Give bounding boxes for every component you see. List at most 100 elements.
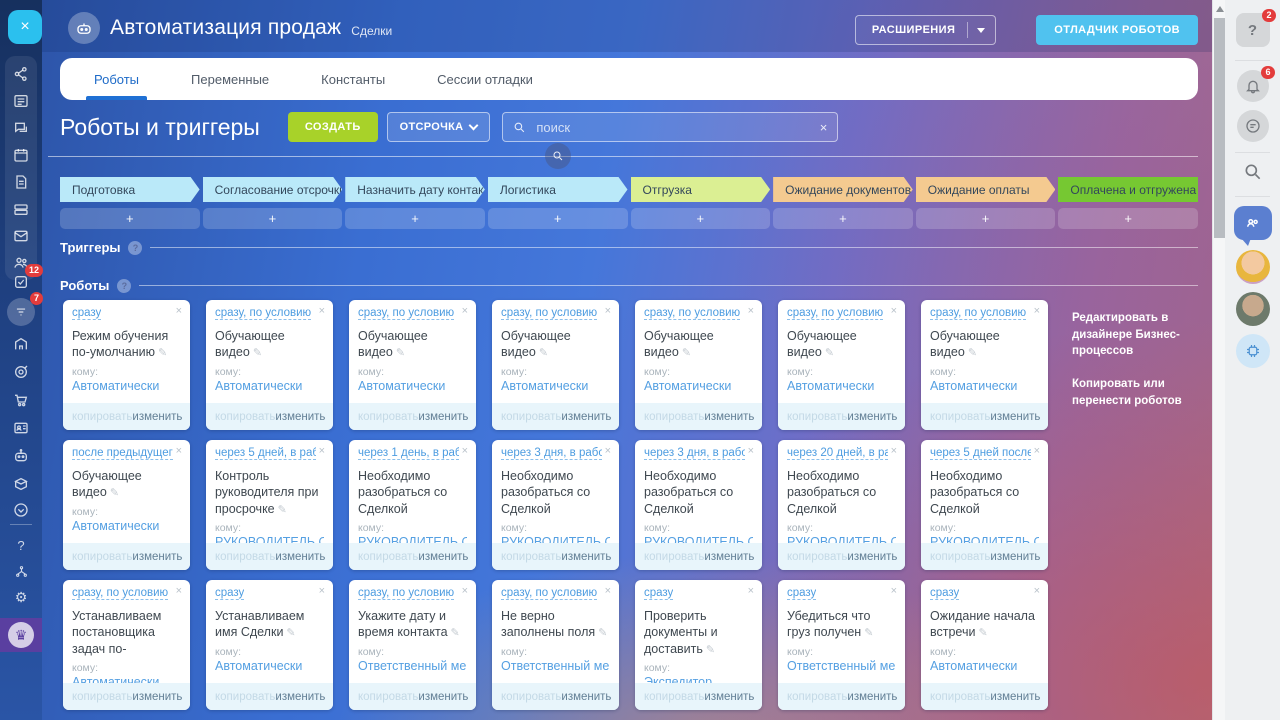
sidebar-item-network[interactable] [5, 60, 37, 87]
sidebar-item-messenger[interactable] [5, 114, 37, 141]
search-input[interactable] [534, 118, 812, 136]
edit-robot-button[interactable]: изменить [418, 410, 469, 423]
robot-recipient-link[interactable]: Автоматически [501, 378, 589, 393]
robot-recipient-link[interactable]: Автоматически [930, 378, 1018, 393]
copy-robot-button[interactable]: копировать [501, 550, 562, 563]
edit-robot-button[interactable]: изменить [132, 690, 183, 703]
stage-chip[interactable]: Логистика [488, 177, 628, 202]
sidebar-item-drive[interactable] [5, 195, 37, 222]
search-button[interactable] [1243, 162, 1263, 187]
edit-robot-button[interactable]: изменить [561, 550, 612, 563]
edit-pencil-icon[interactable]: ✎ [252, 347, 263, 360]
stage-chip[interactable]: Подготовка [60, 177, 200, 202]
caret-down-icon[interactable] [977, 27, 986, 33]
edit-pencil-icon[interactable]: ✎ [967, 347, 978, 360]
sidebar-item-mail[interactable] [5, 222, 37, 249]
copy-robot-button[interactable]: копировать [215, 550, 276, 563]
copilot-button[interactable] [1235, 334, 1270, 368]
help-circle-icon[interactable]: ? [117, 278, 132, 293]
robot-when-link[interactable]: сразу, по условию [358, 307, 455, 320]
scroll-up-arrow[interactable] [1216, 6, 1224, 12]
edit-robot-button[interactable]: изменить [418, 550, 469, 563]
edit-robot-button[interactable]: изменить [132, 410, 183, 423]
edit-robot-button[interactable]: изменить [704, 550, 755, 563]
delete-robot-icon[interactable]: × [1033, 305, 1040, 317]
robot-when-link[interactable]: сразу [930, 587, 960, 600]
robot-when-link[interactable]: через 3 дня, в рабоче... [644, 447, 745, 460]
edit-robot-button[interactable]: изменить [275, 550, 326, 563]
sidebar-item-inventory[interactable] [5, 470, 37, 497]
copy-robot-button[interactable]: копировать [72, 690, 133, 703]
edit-robot-button[interactable]: изменить [847, 550, 898, 563]
sidebar-item-plan[interactable]: ♛ [0, 618, 42, 652]
edit-pencil-icon[interactable]: ✎ [538, 347, 549, 360]
delete-robot-icon[interactable]: × [890, 445, 897, 457]
edit-robot-button[interactable]: изменить [132, 550, 183, 563]
edit-robot-button[interactable]: изменить [275, 690, 326, 703]
robot-when-link[interactable]: через 5 дней после Д... [930, 447, 1031, 460]
stage-chip[interactable]: Назначить дату контак... [345, 177, 485, 202]
help-button[interactable]: ? 2 [1235, 9, 1276, 47]
close-menu-button[interactable]: × [8, 10, 42, 44]
robot-when-link[interactable]: сразу, по условию [501, 307, 598, 320]
sidebar-item-company[interactable] [5, 330, 37, 357]
tab-constants[interactable]: Константы [321, 71, 386, 87]
copy-robot-button[interactable]: копировать [930, 550, 991, 563]
edit-robot-button[interactable]: изменить [418, 690, 469, 703]
chat-widget-button[interactable] [1233, 206, 1272, 246]
delete-robot-icon[interactable]: × [1033, 585, 1040, 597]
sidebar-item-crm[interactable]: 7 [5, 292, 43, 328]
delete-robot-icon[interactable]: × [318, 305, 325, 317]
robot-recipient-link[interactable]: Автоматически [215, 658, 303, 673]
add-robot-button[interactable]: + [1058, 208, 1198, 229]
floating-search-button[interactable] [545, 143, 571, 169]
robot-when-link[interactable]: сразу, по условию [358, 587, 455, 600]
sidebar-item-sitemap[interactable] [5, 558, 37, 585]
delete-robot-icon[interactable]: × [175, 445, 182, 457]
edit-pencil-icon[interactable]: ✎ [681, 347, 692, 360]
scrollbar-thumb[interactable] [1214, 18, 1225, 238]
delete-robot-icon[interactable]: × [461, 305, 468, 317]
robot-recipient-link[interactable]: Ответственный мен... [787, 658, 896, 673]
edit-robot-button[interactable]: изменить [990, 550, 1041, 563]
help-circle-icon[interactable]: ? [128, 240, 143, 255]
copy-robot-button[interactable]: копировать [501, 410, 562, 423]
edit-robot-button[interactable]: изменить [704, 410, 755, 423]
edit-pencil-icon[interactable]: ✎ [978, 627, 988, 640]
planner-button[interactable] [1236, 110, 1269, 142]
delete-robot-icon[interactable]: × [461, 445, 468, 457]
robot-recipient-link[interactable]: Ответственный мен... [358, 658, 467, 673]
edit-robot-button[interactable]: изменить [561, 690, 612, 703]
copy-robot-button[interactable]: копировать [215, 410, 276, 423]
create-button[interactable]: СОЗДАТЬ [287, 112, 378, 142]
edit-robot-button[interactable]: изменить [847, 410, 898, 423]
robot-when-link[interactable]: сразу [215, 587, 245, 600]
robot-when-link[interactable]: сразу [644, 587, 674, 600]
edit-robot-button[interactable]: изменить [275, 410, 326, 423]
copy-robot-button[interactable]: копировать [644, 690, 705, 703]
edit-robot-button[interactable]: изменить [990, 410, 1041, 423]
sidebar-item-settings[interactable]: ⚙ [14, 589, 28, 605]
robot-recipient-link[interactable]: Автоматически [358, 378, 446, 393]
copy-robot-button[interactable]: копировать [930, 410, 991, 423]
delete-robot-icon[interactable]: × [175, 585, 182, 597]
delete-robot-icon[interactable]: × [747, 585, 754, 597]
edit-pencil-icon[interactable]: ✎ [286, 627, 296, 640]
copy-robot-button[interactable]: копировать [644, 550, 705, 563]
robot-recipient-link[interactable]: Автоматически [215, 378, 303, 393]
delete-robot-icon[interactable]: × [1033, 445, 1040, 457]
delete-robot-icon[interactable]: × [175, 305, 182, 317]
add-robot-button[interactable]: + [202, 208, 343, 229]
robot-recipient-link[interactable]: Автоматически [72, 378, 160, 393]
copy-robot-button[interactable]: копировать [930, 690, 991, 703]
robot-when-link[interactable]: сразу, по условию [215, 307, 312, 320]
edit-pencil-icon[interactable]: ✎ [109, 487, 120, 500]
edit-robot-button[interactable]: изменить [990, 690, 1041, 703]
delete-robot-icon[interactable]: × [747, 305, 754, 317]
add-robot-button[interactable]: + [915, 208, 1056, 229]
robot-debugger-button[interactable]: ОТЛАДЧИК РОБОТОВ [1036, 15, 1198, 45]
copy-robot-button[interactable]: копировать [787, 410, 848, 423]
robot-recipient-link[interactable]: Автоматически [787, 378, 875, 393]
sidebar-item-help[interactable]: ? [17, 538, 25, 553]
copy-robot-button[interactable]: копировать [644, 410, 705, 423]
